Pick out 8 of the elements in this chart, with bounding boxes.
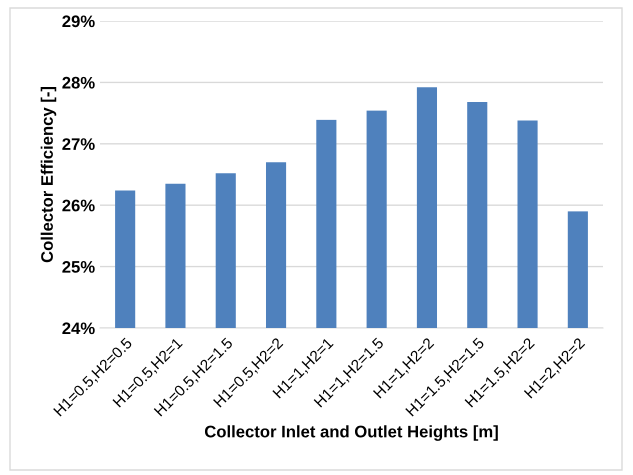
- y-tick-label: 27%: [62, 138, 95, 150]
- y-tick-label: 28%: [62, 76, 95, 89]
- x-axis-title: Collector Inlet and Outlet Heights [m]: [204, 425, 498, 441]
- y-tick-label: 26%: [62, 200, 95, 212]
- y-tick-label: 24%: [62, 322, 95, 334]
- y-tick-label: 25%: [62, 261, 95, 273]
- y-tick-label: 29%: [62, 15, 95, 28]
- y-axis-title: Collector Efficiency [-]: [40, 86, 56, 262]
